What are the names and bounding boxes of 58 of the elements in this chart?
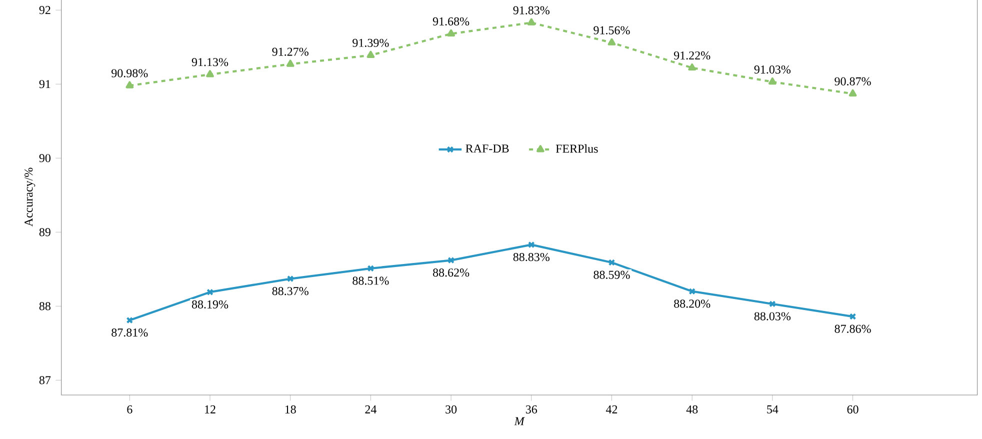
point	[527, 18, 536, 26]
point	[366, 50, 375, 58]
data-label: 88.37%	[272, 287, 308, 296]
data-label: 91.83%	[513, 6, 550, 14]
y-tick-label: 92	[39, 6, 50, 14]
x-tick-label: 42	[606, 405, 618, 414]
point	[608, 259, 616, 266]
point	[286, 60, 294, 67]
legend-label: FERPlus	[556, 144, 598, 153]
data-label: 88.19%	[192, 300, 228, 309]
y-tick-label: 90	[39, 154, 50, 162]
data-label: 88.59%	[594, 270, 630, 279]
x-axis-title: M	[514, 417, 525, 426]
x-tick-label: 48	[686, 405, 698, 414]
data-label: 91.13%	[192, 58, 228, 66]
data-label: 87.81%	[112, 328, 148, 337]
data-label: 91.39%	[352, 38, 389, 47]
x-tick-label: 36	[526, 405, 538, 414]
y-axis-title: Accuracy/%	[24, 168, 36, 227]
x-tick-label: 60	[847, 405, 858, 414]
data-label: 91.03%	[754, 65, 791, 74]
data-label: 88.83%	[513, 252, 550, 262]
x-tick-label: 54	[767, 405, 778, 414]
point	[528, 241, 535, 248]
x-tick-label: 12	[205, 405, 216, 414]
point	[608, 38, 616, 46]
point	[769, 300, 776, 308]
y-tick-label: 87	[39, 376, 51, 384]
data-label: 88.62%	[433, 268, 470, 277]
point	[447, 29, 455, 37]
point	[367, 264, 374, 272]
data-label: 91.68%	[432, 17, 470, 26]
x-tick-label: 24	[365, 405, 377, 414]
x-tick-label: 30	[446, 405, 457, 414]
point	[848, 89, 857, 96]
point	[206, 70, 214, 78]
y-tick-label: 91	[39, 80, 50, 88]
data-label: 88.20%	[674, 300, 710, 308]
point	[286, 275, 294, 282]
data-label: 88.51%	[352, 276, 389, 285]
point	[206, 288, 214, 296]
x-tick-label: 18	[285, 405, 296, 414]
data-label: 91.56%	[594, 26, 630, 34]
data-label: 90.98%	[112, 69, 148, 78]
data-label: 90.87%	[834, 77, 871, 86]
point	[688, 63, 696, 71]
y-tick-label: 88	[39, 302, 50, 310]
point	[768, 77, 776, 85]
point	[688, 288, 696, 295]
point	[448, 256, 454, 264]
point	[126, 81, 134, 88]
data-label: 88.03%	[754, 312, 791, 320]
y-tick-label: 89	[39, 228, 50, 236]
data-label: 91.22%	[674, 51, 710, 60]
x-tick-label: 6	[127, 405, 132, 414]
data-label: 91.27%	[272, 48, 308, 56]
data-label: 87.86%	[834, 324, 871, 333]
legend-label: RAF-DB	[466, 144, 509, 152]
